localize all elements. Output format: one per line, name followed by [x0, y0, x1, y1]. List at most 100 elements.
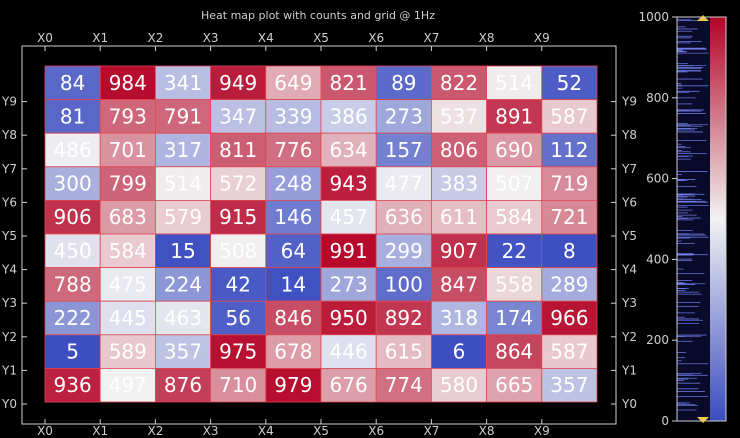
cell-value-label: 514 — [495, 71, 533, 95]
cell-value-label: 975 — [219, 340, 257, 364]
cell-value-label: 222 — [54, 306, 92, 330]
cell-value-label: 537 — [440, 104, 478, 128]
cell-value-label: 584 — [109, 239, 147, 263]
cell-value-label: 317 — [164, 138, 202, 162]
y-tick-label: Y8 — [621, 128, 637, 142]
cell-value-label: 991 — [330, 239, 368, 263]
y-tick-label: Y5 — [621, 229, 637, 243]
cell-value-label: 273 — [330, 272, 368, 296]
cell-value-label: 64 — [281, 239, 306, 263]
y-ticks-left: Y0 Y1 Y2 Y3 Y4 Y5 Y6 Y7 Y8 Y9 — [1, 95, 27, 411]
cell-value-label: 8 — [563, 239, 576, 263]
heatmap-cell — [320, 99, 377, 134]
cell-value-label: 457 — [330, 205, 368, 229]
cell-value-label: 463 — [164, 306, 202, 330]
x-tick-label: X7 — [423, 31, 439, 45]
x-tick-label: X0 — [37, 31, 53, 45]
cell-value-label: 450 — [54, 239, 92, 263]
cell-value-label: 710 — [219, 373, 257, 397]
cell-value-label: 806 — [440, 138, 478, 162]
y-tick-label: Y2 — [621, 330, 637, 344]
heatmap-cell — [154, 233, 211, 268]
heatmap-cell — [375, 267, 432, 302]
cell-value-label: 81 — [60, 104, 85, 128]
cell-value-label: 22 — [501, 239, 526, 263]
heatmap-cell — [44, 132, 101, 168]
cell-value-label: 915 — [219, 205, 257, 229]
cell-value-label: 876 — [164, 373, 202, 397]
cell-value-label: 357 — [550, 373, 588, 397]
heatmap-cell — [320, 132, 377, 168]
heatmap-cell — [320, 334, 377, 369]
cell-value-label: 943 — [330, 172, 368, 196]
heatmap-cell — [430, 99, 487, 134]
cell-value-label: 14 — [281, 272, 306, 296]
x-tick-label: X5 — [313, 31, 329, 45]
cell-value-label: 589 — [109, 340, 147, 364]
heatmap-cell — [375, 65, 432, 100]
x-tick-label: X3 — [203, 424, 219, 438]
cell-value-label: 486 — [54, 138, 92, 162]
cell-value-label: 84 — [60, 71, 85, 95]
cell-value-label: 446 — [330, 340, 368, 364]
cell-value-label: 299 — [385, 239, 423, 263]
heatmap-cell — [541, 367, 598, 403]
x-tick-label: X9 — [534, 424, 550, 438]
cell-value-label: 683 — [109, 205, 147, 229]
colorbar-histogram-background — [677, 17, 710, 421]
y-tick-label: Y5 — [1, 229, 17, 243]
y-tick-label: Y6 — [621, 195, 637, 209]
heatmap-cell — [430, 199, 487, 235]
cell-value-label: 445 — [109, 306, 147, 330]
heatmap-cell — [375, 132, 432, 168]
cell-value-label: 811 — [219, 138, 257, 162]
heatmap-cell — [44, 166, 101, 201]
heatmap-cell — [99, 132, 156, 168]
heatmap-cell — [541, 99, 598, 134]
colorbar-tick-label: 0 — [661, 414, 669, 428]
heatmap-cell — [320, 267, 377, 302]
cell-value-label: 56 — [225, 306, 250, 330]
cell-value-label: 907 — [440, 239, 478, 263]
heatmap-cell — [375, 99, 432, 134]
heatmap-cell — [486, 132, 543, 168]
heatmap-cell — [265, 166, 322, 201]
heatmap-cell — [44, 334, 101, 369]
cell-value-label: 774 — [385, 373, 423, 397]
heatmap-cell — [541, 199, 598, 235]
cell-value-label: 701 — [109, 138, 147, 162]
cell-value-label: 146 — [274, 205, 312, 229]
y-tick-label: Y7 — [621, 162, 637, 176]
cell-value-label: 477 — [385, 172, 423, 196]
cell-value-label: 690 — [495, 138, 533, 162]
heatmap-cell — [265, 99, 322, 134]
y-tick-label: Y2 — [1, 330, 17, 344]
cell-value-label: 584 — [495, 205, 533, 229]
heatmap-cell — [375, 300, 432, 336]
x-tick-label: X5 — [313, 424, 329, 438]
heatmap-cell — [541, 132, 598, 168]
cell-value-label: 357 — [164, 340, 202, 364]
y-tick-label: Y3 — [621, 296, 637, 310]
heatmap-cell — [486, 65, 543, 100]
cell-value-label: 821 — [330, 71, 368, 95]
y-tick-label: Y4 — [621, 263, 637, 277]
x-tick-label: X6 — [368, 31, 384, 45]
y-tick-label: Y6 — [1, 195, 17, 209]
x-tick-label: X1 — [92, 424, 108, 438]
heatmap-cell — [44, 267, 101, 302]
cell-value-label: 157 — [385, 138, 423, 162]
chart-title: Heat map plot with counts and grid @ 1Hz — [201, 9, 435, 22]
cell-value-label: 721 — [550, 205, 588, 229]
y-tick-label: Y8 — [1, 128, 17, 142]
colorbar-tick-label: 200 — [646, 333, 669, 347]
heatmap-cell — [486, 166, 543, 201]
cell-value-label: 112 — [550, 138, 588, 162]
cell-value-label: 776 — [274, 138, 312, 162]
cell-value-label: 386 — [330, 104, 368, 128]
cell-value-label: 979 — [274, 373, 312, 397]
cell-value-label: 339 — [274, 104, 312, 128]
x-ticks-bottom: X0 X1 X2 X3 X4 X5 X6 X7 X8 X9 — [37, 419, 550, 438]
